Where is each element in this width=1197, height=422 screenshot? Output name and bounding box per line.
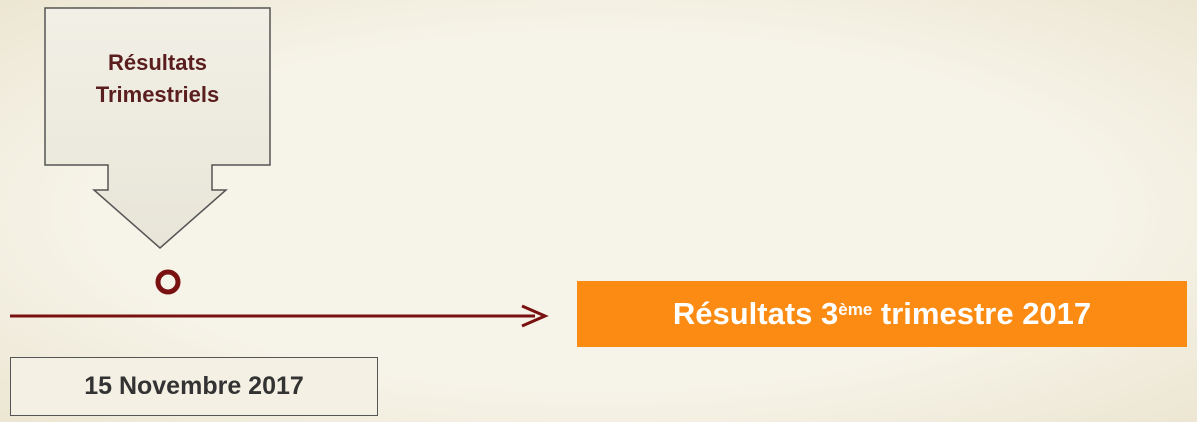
event-space bbox=[872, 296, 881, 332]
callout-line: Résultats bbox=[107, 50, 208, 75]
date-box: 15 Novembre 2017 bbox=[10, 357, 378, 416]
event-marker bbox=[155, 269, 181, 295]
callout-line: Trimestriels bbox=[95, 82, 220, 107]
date-text: 15 Novembre 2017 bbox=[84, 372, 304, 400]
event-superscript: ème bbox=[838, 300, 873, 319]
event-label: Résultats 3 ème trimestre 2017 bbox=[577, 281, 1187, 347]
callout-shape bbox=[44, 7, 271, 249]
event-main: Résultats 3 bbox=[672, 296, 839, 331]
timeline-arrowhead bbox=[521, 304, 549, 328]
event-rest: trimestre 2017 bbox=[880, 296, 1092, 331]
